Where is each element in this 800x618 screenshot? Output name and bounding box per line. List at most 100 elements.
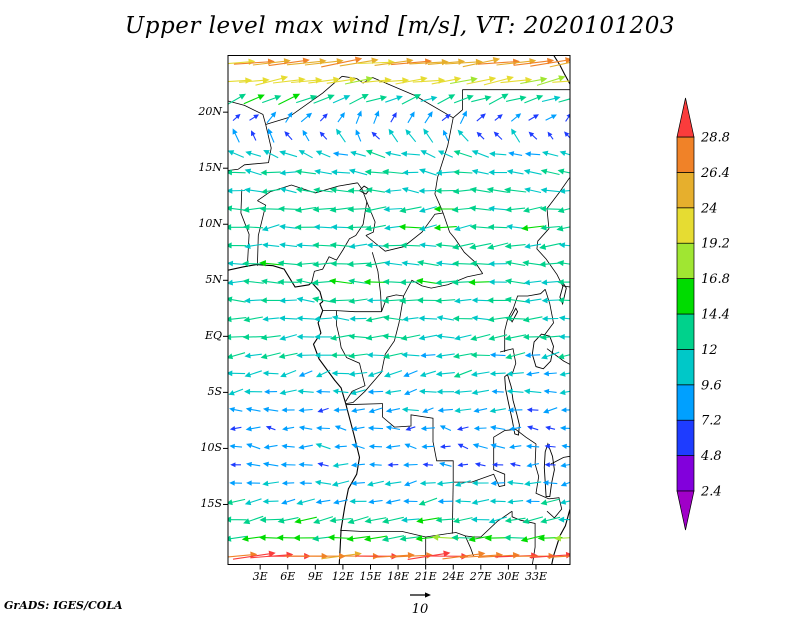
wind-arrow [530,57,570,67]
wind-arrow [335,128,346,143]
wind-arrow [228,498,246,506]
wind-arrow [471,95,492,103]
wind-arrow [454,480,471,487]
wind-arrow [344,76,374,85]
wind-arrow [541,351,560,360]
wind-arrow [489,151,507,157]
wind-arrow [313,94,335,104]
y-tick-label: EQ [204,329,222,343]
wind-arrow [558,333,570,340]
wind-arrow [488,516,507,524]
wind-arrow [540,187,560,194]
lake-outline [543,442,555,498]
wind-arrow [437,150,454,158]
wind-arrow [454,407,472,414]
wind-arrow [453,369,472,378]
wind-arrow [469,242,492,250]
wind-arrow [260,188,281,195]
wind-arrow [371,131,380,140]
country-border [265,75,343,125]
wind-arrow [228,279,245,286]
wind-arrow [509,444,522,450]
colorbar-label: 19.2 [701,237,730,252]
wind-arrow [435,279,456,286]
wind-arrow [272,76,306,84]
wind-arrow [437,94,456,105]
wind-arrow [229,443,243,450]
wind-arrow [228,93,247,105]
wind-arrow [457,129,469,142]
x-tick-label: 21E [414,570,437,583]
wind-arrow [355,129,362,142]
wind-arrow [347,187,369,194]
wind-arrow [489,407,506,414]
wind-arrow [471,150,489,158]
wind-arrow [522,516,544,524]
wind-arrow [488,279,507,285]
wind-arrow [246,443,261,450]
wind-arrow [528,114,539,121]
x-tick-label: 12E [331,570,354,583]
wind-arrow [243,224,264,231]
wind-arrow [363,535,387,542]
wind-arrow [459,110,467,124]
wind-arrow [541,279,560,286]
wind-arrow [402,169,419,176]
colorbar-segment [676,136,695,173]
wind-arrow [314,352,332,359]
wind-arrow [402,316,419,322]
wind-arrow [403,370,418,378]
wind-arrow [317,407,329,413]
wind-arrow [329,297,352,304]
wind-arrow [557,353,570,360]
wind-arrow [239,77,270,84]
country-border [453,429,516,487]
wind-arrow [541,95,561,103]
wind-arrow [315,499,331,505]
wind-arrow [418,224,437,232]
wind-arrow [433,205,457,213]
wind-arrow [442,129,449,142]
wind-arrow [435,370,455,377]
colorbar-segment [676,207,695,244]
wind-arrow [504,296,526,303]
x-tick-label: 9E [307,570,323,583]
wind-arrow [422,462,434,468]
wind-arrow [470,260,491,267]
wind-arrow [308,76,341,84]
wind-arrow [439,461,452,467]
wind-arrow [296,315,315,322]
wind-arrow [349,315,367,322]
wind-arrow [363,278,387,286]
wind-arrow [280,461,296,468]
wind-arrow [471,480,489,486]
wind-arrow [281,480,295,486]
wind-arrow [558,315,570,322]
wind-arrow [286,58,327,66]
country-border [340,529,448,538]
wind-arrow [313,187,333,194]
wind-arrow [470,516,490,523]
y-tick-label: 10S [200,441,222,455]
wind-arrow [436,480,454,487]
wind-arrow [527,425,539,431]
wind-arrow [295,242,315,249]
wind-arrow [452,260,474,267]
wind-arrow [244,243,262,249]
wind-arrow [453,389,472,395]
wind-arrow [436,315,455,321]
wind-arrow [348,278,368,285]
country-border [336,310,366,402]
colorbar-segment [676,455,695,492]
wind-arrow [395,76,428,85]
colorbar-segment [676,349,695,386]
wind-arrow [383,260,403,267]
wind-arrow [330,352,351,359]
wind-arrow [489,425,506,431]
reference-vector-label: 10 [411,602,429,617]
colorbar-label: 16.8 [701,272,730,287]
wind-arrow [524,352,541,359]
wind-arrow [403,462,418,468]
wind-arrow [366,480,384,487]
wind-arrow [442,550,486,560]
